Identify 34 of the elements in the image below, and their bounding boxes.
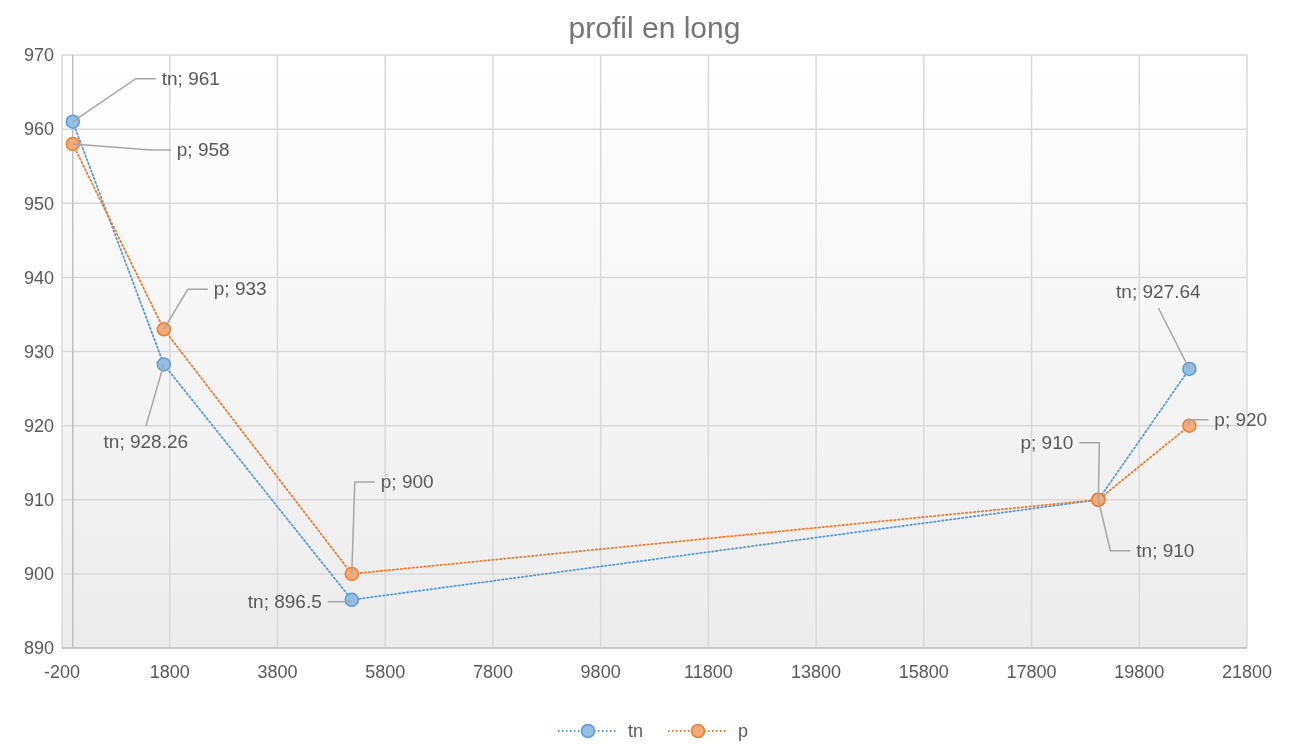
data-label: p; 958 xyxy=(176,138,230,160)
data-label: p; 910 xyxy=(1020,431,1074,453)
chart-title: profil en long xyxy=(568,11,741,44)
data-label: tn; 896.5 xyxy=(247,590,322,612)
x-tick-label: -200 xyxy=(43,662,81,682)
x-tick-label: 17800 xyxy=(1006,662,1057,682)
x-tick-label: 7800 xyxy=(472,662,513,682)
data-label: tn; 910 xyxy=(1136,539,1195,561)
legend-label: p xyxy=(738,721,749,742)
data-label: p; 920 xyxy=(1214,408,1268,430)
legend-label: tn xyxy=(628,721,644,742)
y-tick-label: 970 xyxy=(23,45,54,66)
y-tick-label: 920 xyxy=(23,415,54,436)
x-tick-label: 5800 xyxy=(365,662,406,682)
data-label: p; 933 xyxy=(213,278,267,300)
data-label: p; 900 xyxy=(380,470,434,492)
y-tick-label: 890 xyxy=(23,638,54,659)
x-tick-label: 21800 xyxy=(1221,662,1273,682)
y-tick-label: 940 xyxy=(23,267,54,288)
x-tick-label: 13800 xyxy=(791,662,842,682)
data-label: tn; 927.64 xyxy=(1116,280,1202,302)
y-tick-label: 960 xyxy=(23,119,54,140)
x-tick-label: 3800 xyxy=(257,662,298,682)
x-tick-label: 1800 xyxy=(149,662,190,682)
data-label: tn; 961 xyxy=(161,67,220,89)
data-label: tn; 928.26 xyxy=(103,431,189,453)
x-tick-label: 19800 xyxy=(1114,662,1165,682)
x-tick-label: 15800 xyxy=(898,662,949,682)
y-tick-label: 950 xyxy=(23,193,54,214)
x-tick-label: 11800 xyxy=(684,662,733,682)
x-tick-label: 9800 xyxy=(580,662,621,682)
y-tick-label: 910 xyxy=(23,490,54,511)
y-tick-label: 900 xyxy=(23,564,54,585)
y-tick-label: 930 xyxy=(23,341,54,362)
